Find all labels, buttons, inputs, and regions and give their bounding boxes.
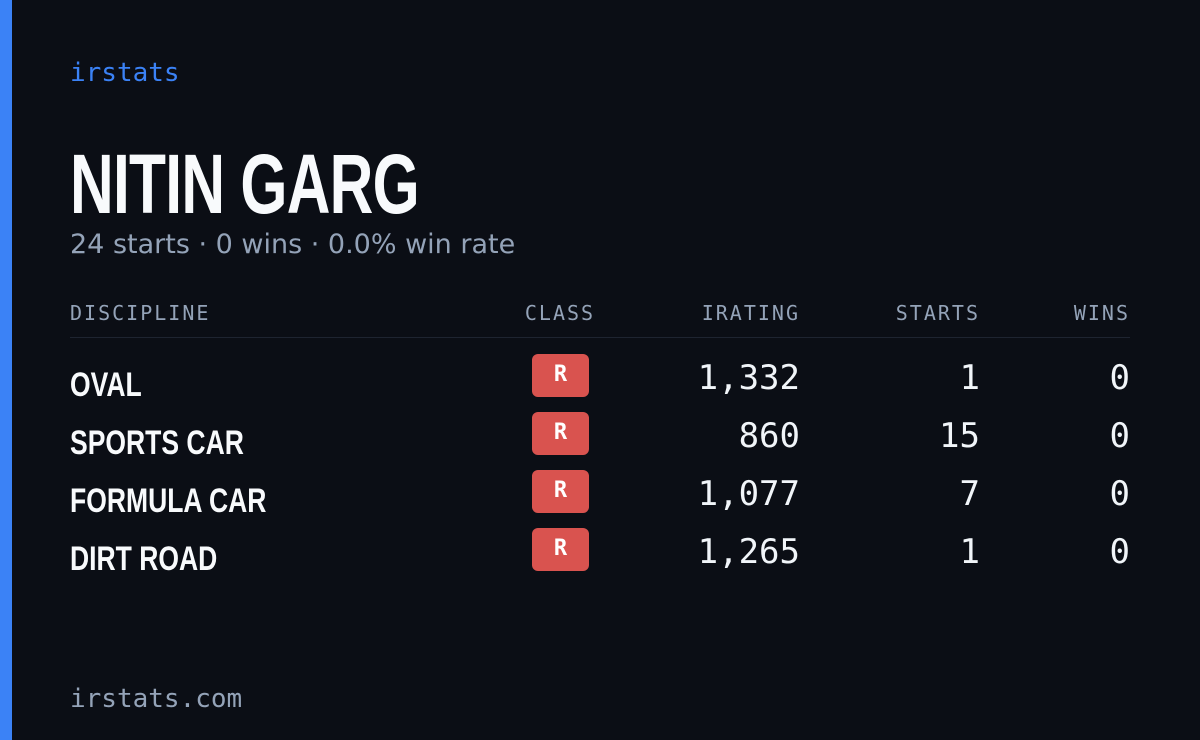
starts: 1 [959,532,980,572]
accent-bar [0,0,12,740]
header-rule [70,337,1130,338]
wins: 0 [1109,416,1130,456]
irating: 860 [738,416,800,456]
discipline: OVAL [70,366,142,404]
column-header: WINS [1073,301,1130,325]
wins: 0 [1109,358,1130,398]
column-header: DISCIPLINE [70,301,211,325]
driver-name: NITIN GARG [70,137,420,231]
column-header: IRATING [701,301,800,325]
class-badge: R [532,412,589,455]
wins: 0 [1109,474,1130,514]
brand: irstats [70,58,180,88]
starts: 15 [939,416,980,456]
wins: 0 [1109,532,1130,572]
irating: 1,077 [697,474,800,514]
discipline: FORMULA CAR [70,482,267,520]
class-badge: R [532,528,589,571]
footer: irstats.com [70,684,243,714]
discipline: SPORTS CAR [70,424,244,462]
discipline: DIRT ROAD [70,540,218,578]
class-badge: R [532,470,589,513]
starts: 1 [959,358,980,398]
column-header: STARTS [895,301,980,325]
column-header: CLASS [524,301,596,325]
summary: 24 starts · 0 wins · 0.0% win rate [70,229,516,260]
class-badge: R [532,354,589,397]
irating: 1,332 [697,358,800,398]
irating: 1,265 [697,532,800,572]
starts: 7 [959,474,980,514]
